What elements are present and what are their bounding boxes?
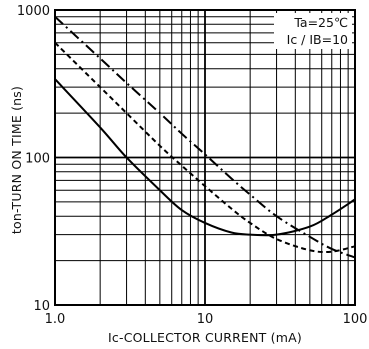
y-tick-label: 100	[25, 152, 50, 167]
annotation-current-ratio: Ic / IB=10	[287, 32, 348, 47]
y-tick-labels: 10 100 1000	[17, 4, 50, 314]
y-tick-label: 1000	[17, 4, 50, 19]
series-line-solid	[54, 78, 356, 237]
x-axis-title: Ic-COLLECTOR CURRENT (mA)	[108, 330, 302, 345]
y-tick-label: 10	[33, 299, 50, 314]
x-tick-label: 10	[197, 312, 214, 327]
y-axis-title: ton-TURN ON TIME (ns)	[9, 86, 24, 234]
legend-box: Ta=25℃ Ic / IB=10	[274, 13, 352, 49]
series-line-dash-dot	[54, 16, 356, 259]
series-line-dashed	[54, 42, 356, 254]
annotation-temp: Ta=25℃	[293, 15, 348, 30]
x-tick-label: 100	[343, 312, 368, 327]
plot-frame	[54, 9, 356, 306]
x-tick-label: 1.0	[45, 312, 66, 327]
x-tick-labels: 1.0 10 100	[45, 312, 368, 327]
series-group	[54, 16, 356, 259]
grid	[55, 10, 355, 305]
